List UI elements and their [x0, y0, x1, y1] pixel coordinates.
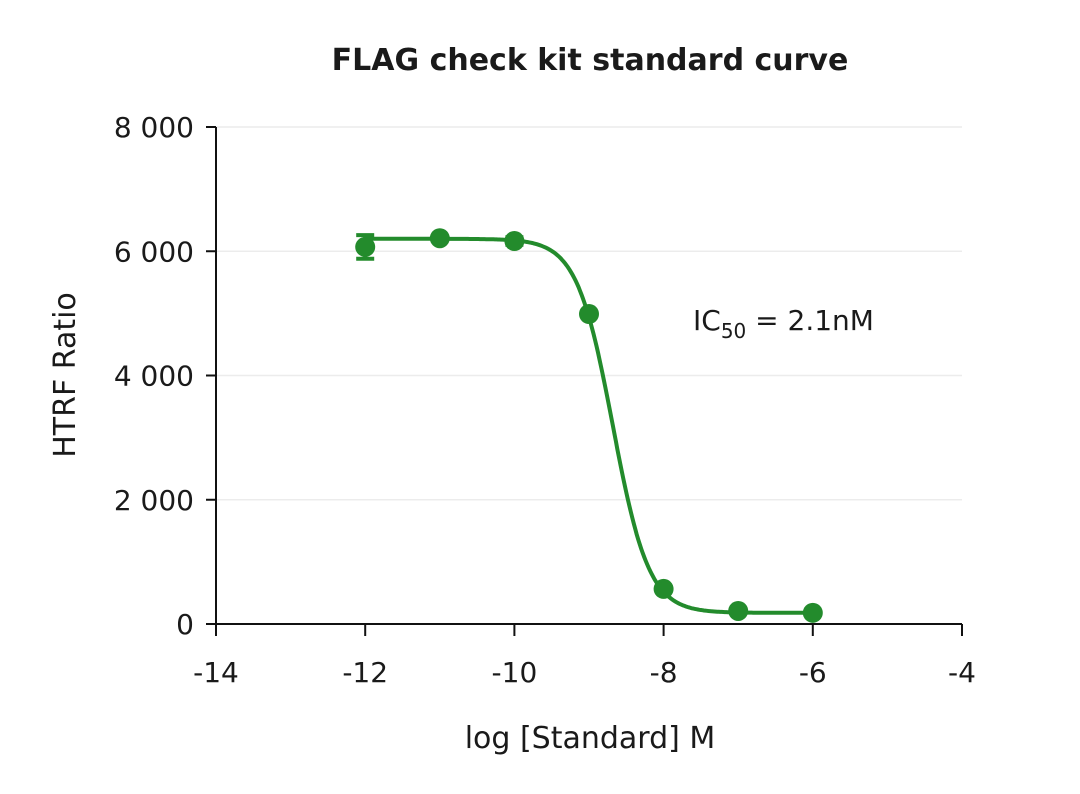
y-axis-label: HTRF Ratio: [48, 292, 83, 458]
x-tick-label: -14: [193, 656, 239, 689]
data-point: [802, 602, 823, 623]
y-tick-label: 4 000: [114, 360, 194, 393]
x-tick-label: -6: [799, 656, 827, 689]
data-point: [653, 578, 674, 599]
data-point: [355, 236, 376, 257]
x-tick-label: -8: [650, 656, 678, 689]
y-tick-label: 6 000: [114, 235, 194, 268]
chart-title: FLAG check kit standard curve: [332, 43, 849, 78]
y-tick-label: 0: [176, 608, 194, 641]
x-tick-label: -4: [948, 656, 976, 689]
data-point: [504, 230, 525, 251]
data-point: [728, 600, 749, 621]
y-tick-label: 2 000: [114, 484, 194, 517]
data-point: [429, 228, 450, 249]
data-point: [579, 303, 599, 324]
ic50-annotation: IC50 = 2.1nM: [693, 304, 874, 343]
x-axis-label: log [Standard] M: [465, 721, 716, 756]
y-tick-label: 8 000: [114, 111, 194, 144]
fit-curve: [365, 236, 813, 615]
x-tick-label: -10: [492, 656, 538, 689]
x-tick-label: -12: [342, 656, 388, 689]
